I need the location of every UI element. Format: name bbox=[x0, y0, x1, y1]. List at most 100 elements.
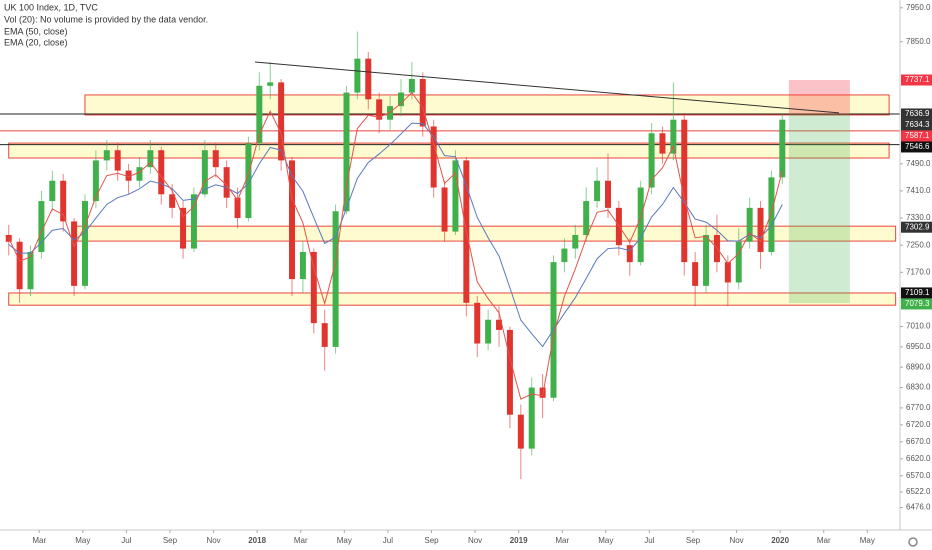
candle-body bbox=[310, 251, 317, 324]
x-tick-label: Nov bbox=[729, 536, 743, 545]
x-tick-label: Mar bbox=[817, 536, 831, 545]
ema-line bbox=[8, 122, 783, 348]
candle-body bbox=[397, 92, 404, 107]
x-tick-label: Mar bbox=[555, 536, 569, 545]
price-tag-label: 7109.1 bbox=[905, 288, 930, 297]
chart-title: UK 100 Index, 1D, TVC bbox=[4, 2, 98, 12]
candle-body bbox=[16, 241, 23, 290]
candle-body bbox=[245, 143, 252, 219]
trend-line bbox=[254, 61, 840, 114]
candle-body bbox=[681, 119, 688, 263]
candle-body bbox=[757, 207, 764, 252]
x-tick-label: Mar bbox=[32, 536, 46, 545]
y-tick-label: 7410.0 bbox=[906, 186, 931, 195]
x-tick-label: Nov bbox=[468, 536, 482, 545]
candle-body bbox=[670, 119, 677, 154]
price-tag-label: 7634.3 bbox=[905, 120, 930, 129]
candle-body bbox=[528, 387, 535, 449]
x-tick-label: Sep bbox=[686, 536, 701, 545]
candle-body bbox=[38, 201, 45, 252]
candle-body bbox=[299, 251, 306, 280]
candle-body bbox=[724, 262, 731, 283]
price-tag-label: 7079.3 bbox=[905, 299, 930, 308]
candle-body bbox=[256, 85, 263, 144]
candle-body bbox=[735, 241, 742, 283]
y-tick-label: 6570.0 bbox=[906, 471, 931, 480]
x-tick-label: May bbox=[75, 536, 90, 545]
zone bbox=[84, 94, 890, 116]
candle-body bbox=[517, 414, 524, 449]
y-tick-label: 6830.0 bbox=[906, 383, 931, 392]
candle-body bbox=[147, 150, 154, 168]
candle-body bbox=[278, 82, 285, 161]
candle-body bbox=[648, 133, 655, 188]
x-tick-label: May bbox=[337, 536, 352, 545]
settings-gear[interactable] bbox=[908, 537, 918, 547]
candle-body bbox=[201, 150, 208, 195]
candle-body bbox=[496, 319, 503, 330]
candle-body bbox=[169, 194, 176, 208]
y-tick-label: 6890.0 bbox=[906, 362, 931, 371]
axes: 7950.0 7850.0 7490.0 7410.0 7330.0 7250.0 7170… bbox=[32, 3, 932, 545]
chart-subtitle: Vol (20): No volume is provided by the d… bbox=[4, 14, 208, 24]
settings-icon[interactable] bbox=[908, 537, 918, 547]
candle-body bbox=[637, 187, 644, 263]
candle-body bbox=[539, 387, 546, 398]
candle-body bbox=[604, 180, 611, 208]
candle-body bbox=[49, 180, 56, 202]
x-tick-label: Nov bbox=[206, 536, 220, 545]
x-tick-label: 2019 bbox=[510, 536, 528, 545]
candle-body bbox=[441, 187, 448, 232]
candle-body bbox=[332, 211, 339, 347]
y-tick-label: 6476.0 bbox=[906, 503, 931, 512]
y-tick-label: 7250.0 bbox=[906, 240, 931, 249]
candle-body bbox=[136, 167, 143, 181]
x-tick-label: Sep bbox=[424, 536, 439, 545]
candle-body bbox=[419, 79, 426, 127]
candle-body bbox=[103, 150, 110, 161]
candle-body bbox=[289, 160, 296, 280]
price-tag bbox=[901, 119, 932, 131]
y-tick-label: 6770.0 bbox=[906, 403, 931, 412]
candle-body bbox=[474, 302, 481, 344]
price-tag bbox=[901, 74, 932, 86]
candle-body bbox=[387, 106, 394, 120]
price-tag bbox=[901, 108, 932, 120]
y-tick-label: 6950.0 bbox=[906, 342, 931, 351]
candle-body bbox=[376, 99, 383, 120]
ema-line bbox=[8, 91, 783, 400]
price-tag-label: 7737.1 bbox=[905, 75, 930, 84]
price-tag-label: 7636.9 bbox=[905, 109, 930, 118]
y-tick-label: 7850.0 bbox=[906, 37, 931, 46]
candle-body bbox=[114, 150, 121, 171]
candle-body bbox=[321, 323, 328, 347]
candle-body bbox=[81, 201, 88, 286]
candle-body bbox=[92, 160, 99, 202]
candle-body bbox=[703, 234, 710, 286]
plot-area bbox=[0, 31, 900, 480]
y-tick-label: 7330.0 bbox=[906, 213, 931, 222]
candle-body bbox=[158, 150, 165, 195]
candle-body bbox=[594, 180, 601, 202]
candle-body bbox=[190, 194, 197, 249]
candle-body bbox=[583, 201, 590, 235]
candle-body bbox=[768, 177, 775, 252]
price-tag bbox=[901, 221, 932, 233]
candle-body bbox=[365, 58, 372, 100]
candle-body bbox=[212, 150, 219, 168]
candle-body bbox=[561, 248, 568, 263]
x-tick-label: May bbox=[598, 536, 613, 545]
price-tag-label: 7587.1 bbox=[905, 131, 930, 140]
price-tag-label: 7546.6 bbox=[905, 142, 930, 151]
candle-body bbox=[223, 167, 230, 198]
candle-body bbox=[452, 160, 459, 232]
x-tick-label: 2020 bbox=[771, 536, 789, 545]
x-tick-label: Jul bbox=[383, 536, 393, 545]
y-tick-label: 6670.0 bbox=[906, 437, 931, 446]
zone bbox=[8, 292, 897, 306]
x-tick-label: May bbox=[860, 536, 875, 545]
y-tick-label: 7170.0 bbox=[906, 267, 931, 276]
x-tick-label: Sep bbox=[163, 536, 178, 545]
candle-body bbox=[267, 82, 274, 86]
